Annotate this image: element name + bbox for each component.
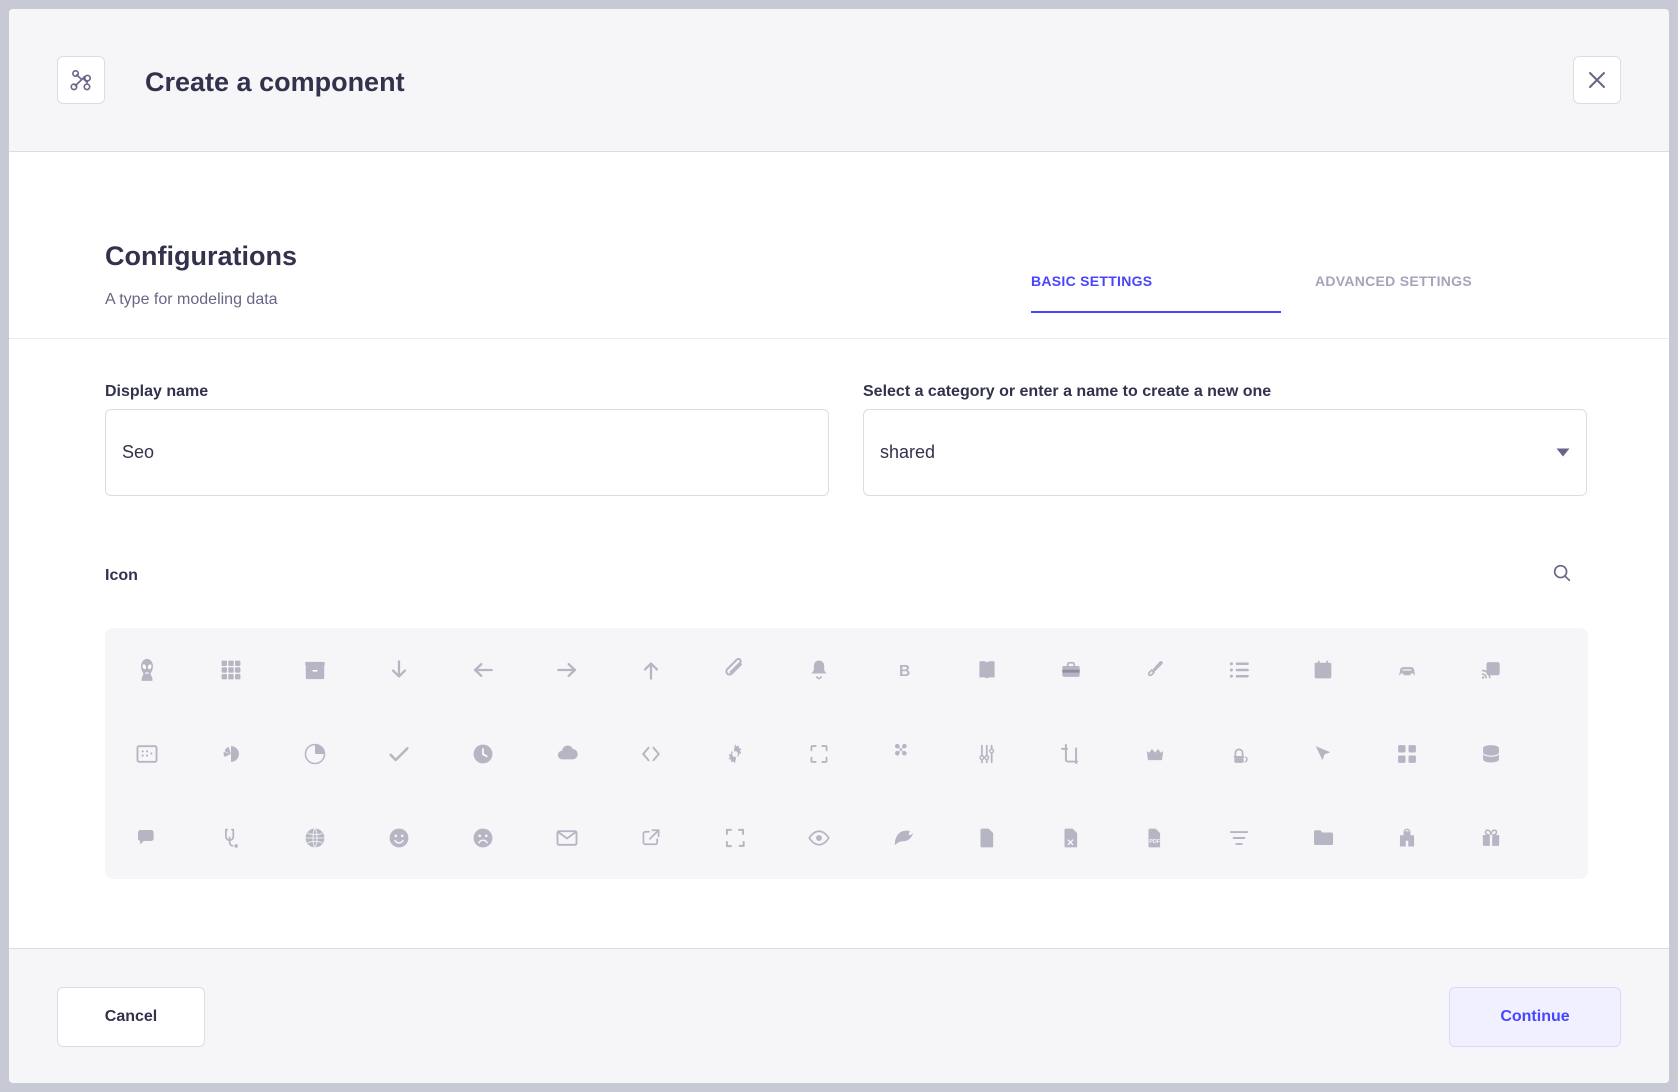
svg-text:PDF: PDF [1149, 839, 1161, 845]
svg-text:B: B [899, 663, 910, 680]
